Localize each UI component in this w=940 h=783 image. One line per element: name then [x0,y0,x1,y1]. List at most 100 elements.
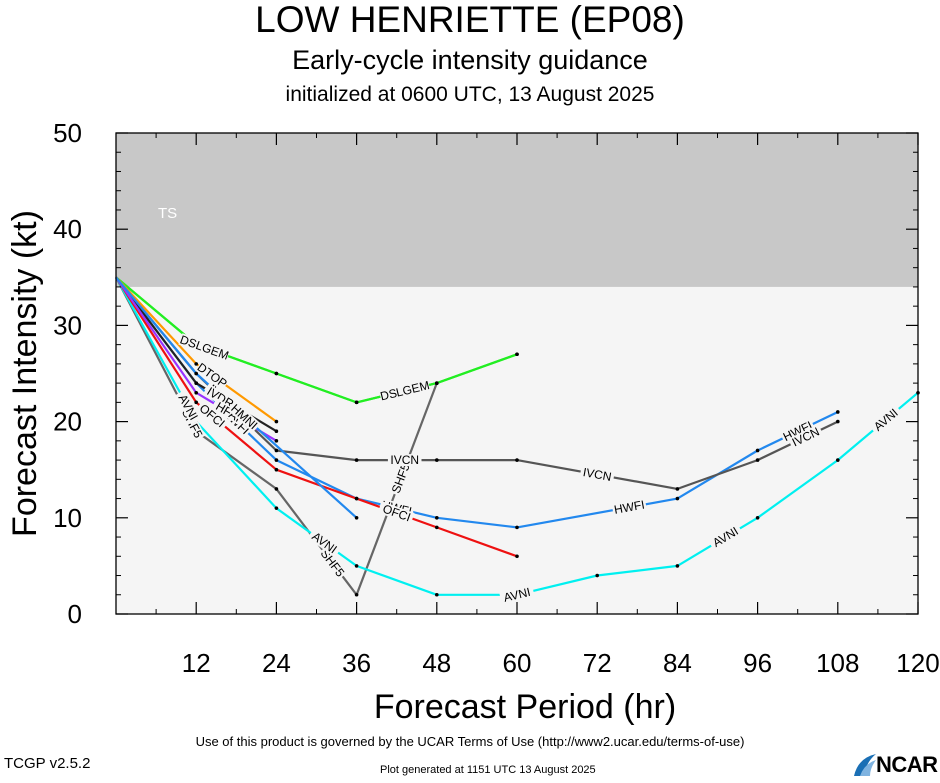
y-axis-label: Forecast Intensity (kt) [6,210,44,537]
data-point-hmni [194,371,198,376]
data-point-hwfi [274,458,279,462]
data-point-ivcn [515,458,519,462]
series-label-bg [227,401,261,433]
y-axis: 0 10 20 30 40 50 [53,118,918,629]
series-label-bg [708,523,743,551]
data-point-avni [595,573,599,578]
data-point-shf5 [274,487,279,491]
x-tick-label: 108 [816,648,859,678]
data-point-shf5 [354,592,359,597]
data-point-dtop [274,419,279,424]
data-point-hfai [194,390,198,395]
data-point-hwfi [755,448,760,453]
data-point-ivdr [194,381,198,385]
data-point-avni [755,516,760,520]
x-axis-label: Forecast Period (hr) [374,688,676,726]
chart-init-time: initialized at 0600 UTC, 13 August 2025 [285,83,655,106]
x-tick-label: 72 [583,648,612,678]
series-label-bg [387,454,422,467]
data-point-hwfi [515,525,519,530]
series-label-bg [210,398,246,426]
terms-of-use: Use of this product is governed by the U… [195,734,745,749]
series-label-ivcn: IVCN [579,465,615,484]
x-tick-label: 60 [503,648,532,678]
data-point-hfai [274,439,279,443]
data-point-ivcn [675,487,680,491]
data-point-lgem [274,371,279,376]
series-label-hwfi: HWFI [611,498,647,517]
x-tick-label: 12 [182,648,211,678]
x-axis: 12 24 36 48 60 72 84 96 108 120 [155,133,940,678]
series-label-bg [195,400,229,432]
x-tick-label: 120 [896,648,939,678]
x-tick-label: 36 [342,648,371,678]
series-label-bg [499,585,535,605]
data-point-ofci [515,554,519,559]
y-tick-label: 50 [53,118,82,148]
ncar-logo-icon [854,754,876,776]
version-label: TCGP v2.5.2 [4,755,91,772]
data-point-hwfi [836,410,840,414]
data-point-ofci [435,525,439,530]
data-point-avni [274,506,279,510]
data-point-lgem [515,352,519,357]
data-point-ofci [354,496,359,501]
series-label-text: AVNI [502,585,532,605]
data-point-lgem [354,400,359,405]
series-line-ofci [115,276,518,558]
data-point-ivcn [755,458,760,462]
x-tick-label: 48 [422,648,451,678]
data-point-avni [836,458,840,462]
series-label-bg [202,383,238,412]
data-point-avni [435,592,439,597]
series-label-avni: AVNI [499,585,535,605]
data-point-ofci [274,467,279,472]
series-label-bg [779,418,816,444]
series-label-text: IVCN [390,453,419,467]
series-label-text: HWFI [613,498,646,517]
series-label-bg [611,498,647,517]
series-label-bg [174,389,202,425]
generated-time: Plot generated at 1151 UTC 13 August 202… [380,764,596,776]
data-point-hmni [354,516,359,520]
y-tick-label: 0 [68,599,82,629]
data-point-ivcn [354,458,359,462]
y-tick-label: 40 [53,214,82,244]
series-label-bg [579,465,615,484]
x-tick-label: 24 [262,648,291,678]
ts-band [116,133,918,287]
chart-title: LOW HENRIETTE (EP08) [255,0,685,40]
series-label-bg [394,379,431,399]
series-label-bg [317,545,348,581]
series-label-text: IVCN [582,465,613,484]
series-label-bg [195,360,230,391]
series-label-bg [307,528,342,558]
data-point-ivdr [274,429,279,434]
series-label-bg [787,424,824,450]
data-point-ivcn [435,458,439,462]
chart-subtitle: Early-cycle intensity guidance [292,45,648,75]
ncar-logo-text: NCAR [876,752,938,777]
y-tick-label: 20 [53,407,82,437]
data-point-dtop [194,362,198,366]
data-point-ivcn [836,419,840,424]
series-label-bg [389,460,413,497]
ts-band-label: TS [158,205,177,222]
data-point-shf5 [435,381,439,385]
series-label-bg [869,404,903,436]
y-tick-label: 10 [53,503,82,533]
data-point-avni [675,564,680,568]
x-tick-label: 96 [743,648,772,678]
data-point-avni [354,564,359,568]
data-point-ofci [194,400,198,405]
ncar-logo: NCAR [852,752,938,778]
data-point-hwfi [675,496,680,501]
series-line-lgem [115,276,518,404]
series-label-ivcn: IVCN [387,453,422,467]
series-label-bg [378,501,415,525]
x-tick-label: 84 [663,648,692,678]
series-label-bg [194,339,231,362]
y-tick-label: 30 [53,310,82,340]
data-point-ivcn [274,448,279,453]
